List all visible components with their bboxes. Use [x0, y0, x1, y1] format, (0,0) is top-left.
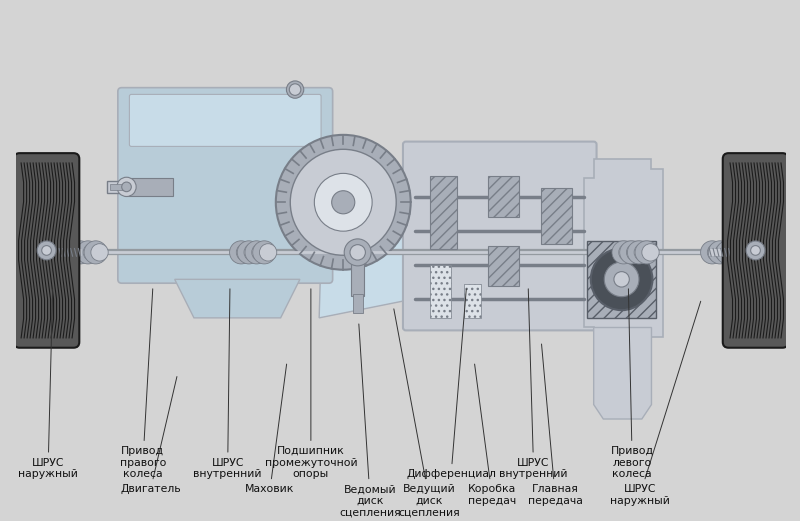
- Circle shape: [746, 241, 765, 260]
- FancyBboxPatch shape: [403, 142, 597, 330]
- Circle shape: [238, 241, 261, 264]
- Text: Двигатель: Двигатель: [120, 377, 181, 494]
- Circle shape: [37, 241, 56, 260]
- Bar: [351, 252, 365, 296]
- Polygon shape: [319, 150, 415, 318]
- Circle shape: [252, 244, 269, 261]
- Circle shape: [642, 244, 659, 261]
- Bar: [107, 181, 126, 193]
- Circle shape: [730, 244, 748, 261]
- Bar: [488, 245, 518, 286]
- Circle shape: [61, 241, 84, 264]
- Circle shape: [708, 241, 731, 264]
- Circle shape: [344, 239, 371, 266]
- Circle shape: [701, 241, 724, 264]
- Text: Подшипник
промежуточной
опоры: Подшипник промежуточной опоры: [265, 289, 357, 479]
- Circle shape: [290, 150, 396, 255]
- Circle shape: [290, 84, 301, 95]
- Circle shape: [42, 245, 51, 255]
- Polygon shape: [174, 279, 300, 318]
- Circle shape: [707, 244, 725, 261]
- Bar: [353, 294, 362, 313]
- Circle shape: [117, 177, 136, 196]
- Text: Дифференциал: Дифференциал: [406, 289, 496, 479]
- Text: Главная
передача: Главная передача: [528, 344, 582, 506]
- Bar: [430, 176, 457, 249]
- Circle shape: [245, 241, 268, 264]
- Circle shape: [350, 245, 366, 260]
- Text: Коробка
передач: Коробка передач: [468, 364, 516, 506]
- Circle shape: [618, 244, 636, 261]
- Text: Привод
левого
колеса: Привод левого колеса: [610, 289, 654, 479]
- Text: ШРУС
наружный: ШРУС наружный: [610, 301, 701, 506]
- Circle shape: [614, 271, 630, 287]
- Polygon shape: [584, 159, 663, 347]
- FancyBboxPatch shape: [14, 153, 79, 348]
- Circle shape: [69, 241, 92, 264]
- Bar: [430, 265, 451, 318]
- Circle shape: [77, 241, 99, 264]
- Circle shape: [634, 244, 651, 261]
- Circle shape: [276, 135, 410, 270]
- Text: Ведущий
диск
сцепления: Ведущий диск сцепления: [394, 309, 461, 517]
- Circle shape: [626, 244, 644, 261]
- Circle shape: [590, 249, 653, 310]
- Circle shape: [84, 241, 107, 264]
- Bar: [541, 188, 571, 244]
- Circle shape: [253, 241, 276, 264]
- Circle shape: [332, 191, 354, 214]
- Text: ШРУС
наружный: ШРУС наружный: [18, 289, 78, 479]
- Circle shape: [750, 245, 760, 255]
- Text: ШРУС
внутренний: ШРУС внутренний: [194, 289, 262, 479]
- Text: ШРУС
внутренний: ШРУС внутренний: [499, 289, 568, 479]
- Circle shape: [83, 244, 101, 261]
- Circle shape: [236, 244, 254, 261]
- Circle shape: [75, 244, 93, 261]
- Circle shape: [314, 173, 372, 231]
- Circle shape: [612, 241, 635, 264]
- Text: Ведомый
диск
сцепления: Ведомый диск сцепления: [339, 324, 401, 517]
- Bar: [125, 178, 173, 195]
- Text: Маховик: Маховик: [246, 364, 294, 494]
- Circle shape: [722, 244, 740, 261]
- Circle shape: [122, 182, 131, 192]
- Bar: [464, 284, 481, 318]
- Circle shape: [91, 244, 108, 261]
- Bar: [488, 176, 518, 217]
- FancyBboxPatch shape: [118, 88, 333, 283]
- Circle shape: [259, 244, 277, 261]
- Circle shape: [68, 244, 85, 261]
- Text: Привод
правого
колеса: Привод правого колеса: [120, 289, 166, 479]
- Polygon shape: [594, 328, 651, 419]
- Circle shape: [244, 244, 262, 261]
- Circle shape: [627, 241, 650, 264]
- Circle shape: [715, 244, 732, 261]
- FancyBboxPatch shape: [722, 153, 788, 348]
- Circle shape: [286, 81, 304, 98]
- Circle shape: [635, 241, 658, 264]
- Circle shape: [724, 241, 747, 264]
- Bar: [587, 241, 656, 318]
- Circle shape: [604, 262, 639, 296]
- Circle shape: [620, 241, 643, 264]
- Circle shape: [716, 241, 739, 264]
- Bar: [110, 184, 124, 190]
- Circle shape: [230, 241, 253, 264]
- FancyBboxPatch shape: [130, 94, 321, 146]
